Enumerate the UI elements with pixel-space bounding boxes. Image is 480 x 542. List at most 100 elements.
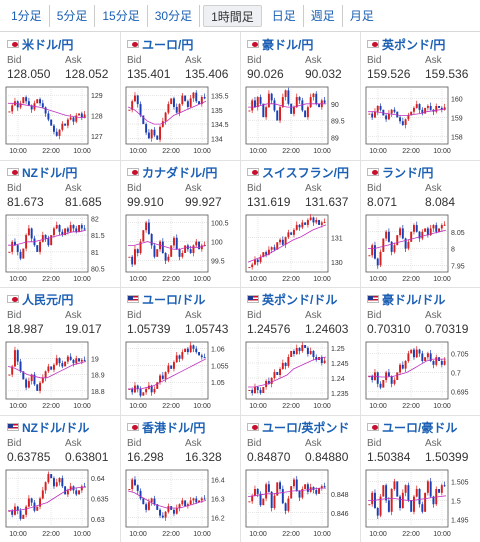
card-title[interactable]: 豪ドル/円 xyxy=(247,37,314,52)
price-chart[interactable]: 16.4 16.3 16.2 10:00 22:00 10:00 xyxy=(124,467,236,539)
price-chart[interactable]: 131 130 10:00 22:00 10:00 xyxy=(244,212,356,284)
currency-card[interactable]: カナダドル/円 Bid Ask 99.910 99.927 100.5 100 99… xyxy=(120,160,240,290)
candle-body xyxy=(181,95,184,105)
pair-name[interactable]: 香港ドル/円 xyxy=(142,420,206,435)
candle-body xyxy=(181,253,184,257)
price-chart[interactable]: 0.848 0.846 10:00 22:00 10:00 xyxy=(244,467,356,539)
candle-body xyxy=(429,481,432,497)
candle-body xyxy=(192,245,195,253)
currency-card[interactable]: 香港ドル/円 Bid Ask 16.298 16.328 16.4 16.3 16.… xyxy=(120,415,240,542)
pair-name[interactable]: ユーロ/ドル xyxy=(142,292,206,307)
tab-30min[interactable]: 30分足 xyxy=(148,4,201,27)
candle-body xyxy=(407,241,410,249)
currency-card[interactable]: ユーロ/豪ドル Bid Ask 1.50384 1.50399 1.505 1.5… xyxy=(360,415,480,542)
card-title[interactable]: ユーロ/英ポンド xyxy=(247,420,350,435)
y-tick-label: 81.5 xyxy=(91,233,105,240)
currency-card[interactable]: ユーロ/円 Bid Ask 135.401 135.406 135.5 135 13… xyxy=(120,32,240,162)
card-title[interactable]: 豪ドル/ドル xyxy=(367,292,446,307)
candle-body xyxy=(421,353,424,361)
candle-body xyxy=(373,111,376,118)
currency-card[interactable]: 米ドル/円 Bid Ask 128.050 128.052 129 128 127 1… xyxy=(0,32,120,162)
currency-card[interactable]: 人民元/円 Bid Ask 18.987 19.017 19 18.9 18.8 10… xyxy=(0,287,120,417)
candle-body xyxy=(267,93,270,108)
card-title[interactable]: NZドル/ドル xyxy=(7,420,90,435)
tab-weekly[interactable]: 週足 xyxy=(304,4,343,27)
price-chart[interactable]: 1.06 1.055 1.05 10:00 22:00 10:00 xyxy=(124,339,236,411)
currency-card[interactable]: 英ポンド/円 Bid Ask 159.526 159.536 160 159 158… xyxy=(360,32,480,162)
currency-card[interactable]: ランド/円 Bid Ask 8.071 8.084 8.05 8 7.95 10:00… xyxy=(360,160,480,290)
price-chart[interactable]: 100.5 100 99.5 10:00 22:00 10:00 xyxy=(124,212,236,284)
card-title[interactable]: ユーロ/円 xyxy=(127,37,194,52)
candle-body xyxy=(404,485,407,493)
currency-card[interactable]: スイスフラン/円 Bid Ask 131.619 131.637 131 130 1… xyxy=(240,160,360,290)
x-tick-label: 10:00 xyxy=(129,148,147,155)
pair-name[interactable]: スイスフラン/円 xyxy=(262,165,349,180)
pair-name[interactable]: 豪ドル/円 xyxy=(262,37,314,52)
candle-body xyxy=(66,356,69,362)
currency-card[interactable]: ユーロ/英ポンド Bid Ask 0.84870 0.84880 0.848 0.… xyxy=(240,415,360,542)
candle-body xyxy=(22,97,25,104)
tab-5min[interactable]: 5分足 xyxy=(50,4,96,27)
currency-card[interactable]: 英ポンド/ドル Bid Ask 1.24576 1.24603 1.25 1.24… xyxy=(240,287,360,417)
candle-body xyxy=(170,245,173,257)
card-title[interactable]: ユーロ/豪ドル xyxy=(367,420,458,435)
card-title[interactable]: 英ポンド/ドル xyxy=(247,292,338,307)
pair-name[interactable]: 英ポンド/ドル xyxy=(262,292,338,307)
pair-name[interactable]: NZドル/円 xyxy=(22,165,78,180)
pair-name[interactable]: 豪ドル/ドル xyxy=(382,292,446,307)
pair-name[interactable]: ユーロ/英ポンド xyxy=(262,420,350,435)
candle-body xyxy=(156,135,159,140)
card-title[interactable]: 米ドル/円 xyxy=(7,37,74,52)
pair-name[interactable]: カナダドル/円 xyxy=(142,165,218,180)
flag-icon xyxy=(127,295,139,303)
pair-name[interactable]: ランド/円 xyxy=(382,165,434,180)
pair-name[interactable]: 人民元/円 xyxy=(22,292,74,307)
tab-1min[interactable]: 1分足 xyxy=(4,4,50,27)
candle-body xyxy=(175,355,178,363)
card-title[interactable]: 人民元/円 xyxy=(7,292,74,307)
tab-daily[interactable]: 日足 xyxy=(265,4,304,27)
card-title[interactable]: ユーロ/ドル xyxy=(127,292,206,307)
y-tick-label: 127 xyxy=(91,134,103,141)
currency-card[interactable]: NZドル/ドル Bid Ask 0.63785 0.63801 0.64 0.63… xyxy=(0,415,120,542)
candle-body xyxy=(251,495,254,502)
candle-body xyxy=(256,259,259,263)
pair-name[interactable]: 英ポンド/円 xyxy=(382,37,446,52)
card-title[interactable]: 英ポンド/円 xyxy=(367,37,446,52)
candle-body xyxy=(304,222,307,225)
ask-price: 128.052 xyxy=(65,67,109,81)
candle-body xyxy=(80,486,83,491)
tab-15min[interactable]: 15分足 xyxy=(95,4,148,27)
tab-monthly[interactable]: 月足 xyxy=(349,8,374,23)
candle-body xyxy=(55,131,58,136)
currency-card[interactable]: NZドル/円 Bid Ask 81.673 81.685 82 81.5 81 80.… xyxy=(0,160,120,290)
currency-card[interactable]: 豪ドル/円 Bid Ask 90.026 90.032 90 89.5 89 10:0… xyxy=(240,32,360,162)
pair-name[interactable]: ユーロ/円 xyxy=(142,37,194,52)
card-title[interactable]: ランド/円 xyxy=(367,165,434,180)
card-title[interactable]: スイスフラン/円 xyxy=(247,165,349,180)
card-title[interactable]: カナダドル/円 xyxy=(127,165,218,180)
pair-name[interactable]: 米ドル/円 xyxy=(22,37,74,52)
tab-1hour[interactable]: 1時間足 xyxy=(203,4,262,27)
currency-card[interactable]: 豪ドル/ドル Bid Ask 0.70310 0.70319 0.705 0.7 0… xyxy=(360,287,480,417)
currency-card[interactable]: ユーロ/ドル Bid Ask 1.05739 1.05743 1.06 1.055… xyxy=(120,287,240,417)
candle-body xyxy=(44,235,47,239)
pair-name[interactable]: NZドル/ドル xyxy=(22,420,90,435)
candle-body xyxy=(150,129,153,139)
card-title[interactable]: 香港ドル/円 xyxy=(127,420,206,435)
x-tick-label: 10:00 xyxy=(193,531,211,538)
pair-name[interactable]: ユーロ/豪ドル xyxy=(382,420,458,435)
card-title[interactable]: NZドル/円 xyxy=(7,165,78,180)
x-tick-label: 22:00 xyxy=(42,531,60,538)
